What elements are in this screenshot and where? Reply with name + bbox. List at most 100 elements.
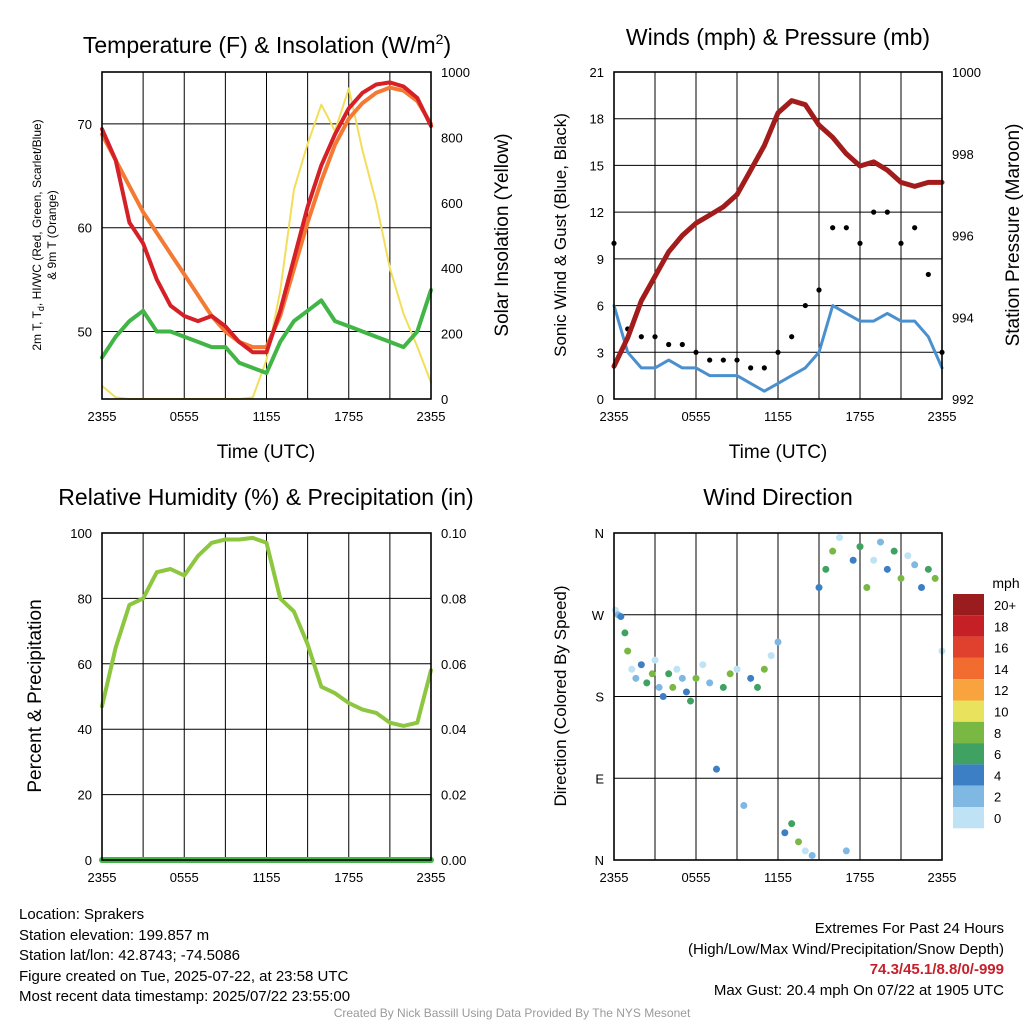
direction-point	[808, 851, 816, 859]
direction-point	[760, 665, 768, 673]
direction-point	[883, 565, 891, 573]
y-tick-label: 20	[78, 788, 92, 803]
precipitation-y-ticks: 0.00 0.02 0.04 0.06 0.08 0.10	[441, 526, 466, 868]
y2-tick-label: 992	[952, 392, 974, 407]
gust-point	[843, 225, 849, 231]
max-gust: Max Gust: 20.4 mph On 07/22 at 1905 UTC	[713, 981, 1004, 999]
direction-point	[637, 661, 645, 669]
legend-label: 8	[994, 726, 1001, 741]
legend-label: 18	[994, 619, 1008, 634]
x-tick-label: 0555	[170, 409, 199, 424]
humidity-line	[100, 535, 433, 728]
direction-point	[655, 683, 663, 691]
direction-y-label: Direction (Colored By Speed)	[551, 585, 570, 806]
y2-tick-label: 0	[441, 392, 448, 407]
direction-point	[719, 683, 727, 691]
gust-point	[816, 287, 822, 293]
direction-point	[687, 697, 695, 705]
x-tick-label: 0555	[170, 870, 199, 885]
x-tick-label: 0555	[682, 870, 711, 885]
humidity-x-ticks: 2355 0555 1155 1755 2355	[88, 870, 446, 885]
direction-point	[931, 574, 939, 582]
direction-point	[659, 693, 667, 700]
speed-legend: 20+ 18 16 14 12 10 8 6 4 2 0	[953, 594, 1016, 829]
temperature-y-label-line2: & 9m T (Orange)	[45, 190, 59, 280]
legend-swatch	[953, 764, 984, 786]
y-tick-label: 40	[78, 722, 92, 737]
legend-swatch	[953, 679, 984, 701]
x-tick-label: 1755	[846, 870, 875, 885]
y-tick-label: E	[595, 771, 604, 786]
pressure-line	[611, 98, 945, 369]
temperature-plot-frame	[101, 71, 432, 400]
y-tick-label: 12	[590, 205, 604, 220]
x-tick-label: 2355	[928, 409, 957, 424]
direction-plot-frame	[613, 532, 943, 861]
y2-tick-label: 0.00	[441, 853, 466, 868]
x-tick-label: 1155	[764, 870, 792, 885]
direction-point	[673, 665, 681, 673]
humidity-panel: Relative Humidity (%) & Precipitation (i…	[25, 484, 474, 885]
x-tick-label: 1155	[253, 409, 281, 424]
x-tick-label: 0555	[682, 409, 711, 424]
temperature-y-ticks: 50 60 70	[78, 117, 92, 340]
legend-swatch	[953, 700, 984, 722]
direction-point	[856, 543, 864, 551]
humidity-grid	[102, 533, 431, 860]
direction-point	[781, 829, 789, 837]
y-tick-label: 9	[597, 252, 604, 267]
gust-point	[802, 302, 808, 309]
y-tick-label: 50	[78, 325, 92, 340]
gust-point	[761, 365, 767, 371]
winds-x-label: Time (UTC)	[729, 442, 828, 463]
direction-point	[795, 838, 802, 846]
humidity-plot-frame	[101, 532, 432, 861]
x-tick-label: 2355	[88, 409, 117, 424]
gust-point	[748, 365, 754, 371]
figure-created: Figure created on Tue, 2025-07-22, at 23…	[19, 967, 349, 985]
direction-point	[621, 629, 629, 637]
legend-swatch	[953, 657, 984, 680]
y-tick-label: 60	[78, 221, 92, 236]
direction-x-ticks: 2355 0555 1155 1755 2355	[600, 870, 957, 885]
y-tick-label: 100	[70, 526, 92, 541]
temperature-panel-title: Temperature (F) & Insolation (W/m2)	[83, 31, 451, 58]
temperature-x-label: Time (UTC)	[217, 442, 316, 463]
extremes-box: Extremes For Past 24 Hours (High/Low/Max…	[688, 919, 1004, 1001]
legend-label: 10	[994, 705, 1008, 720]
y2-tick-label: 998	[952, 147, 974, 162]
y-tick-label: 0	[597, 392, 604, 407]
x-tick-label: 2355	[600, 409, 629, 424]
x-tick-label: 2355	[928, 870, 957, 885]
y2-tick-label: 400	[441, 261, 463, 276]
direction-point	[678, 674, 686, 682]
gust-point	[775, 349, 781, 355]
direction-panel-title: Wind Direction	[703, 484, 853, 510]
x-tick-label: 1155	[764, 409, 792, 424]
legend-label: 16	[994, 641, 1008, 656]
direction-point	[740, 802, 748, 809]
direction-point	[911, 561, 919, 569]
x-tick-label: 2355	[600, 870, 629, 885]
gust-point	[707, 357, 713, 363]
gust-point	[679, 341, 685, 348]
direction-point	[897, 574, 905, 582]
direction-point	[849, 556, 857, 564]
direction-point	[648, 670, 656, 678]
most-recent-data: Most recent data timestamp: 2025/07/22 2…	[19, 988, 351, 1005]
humidity-y-ticks: 0 20 40 60 80 100	[70, 526, 92, 868]
direction-point	[726, 670, 734, 678]
gust-point	[925, 271, 931, 278]
direction-point	[801, 847, 809, 855]
temperature-grid	[102, 72, 431, 399]
direction-point	[665, 670, 673, 678]
y-tick-label: 80	[78, 591, 92, 606]
legend-swatch	[953, 807, 984, 829]
y-tick-label: 6	[597, 299, 604, 314]
direction-point	[829, 547, 837, 555]
temperature-y-label-line1: 2m T, Td, HI/WC (Red, Green, Scarlet/Blu…	[30, 119, 46, 350]
y2-tick-label: 600	[441, 196, 463, 211]
pressure-y-label: Station Pressure (Maroon)	[1003, 124, 1024, 347]
y-tick-label: 18	[590, 112, 604, 127]
